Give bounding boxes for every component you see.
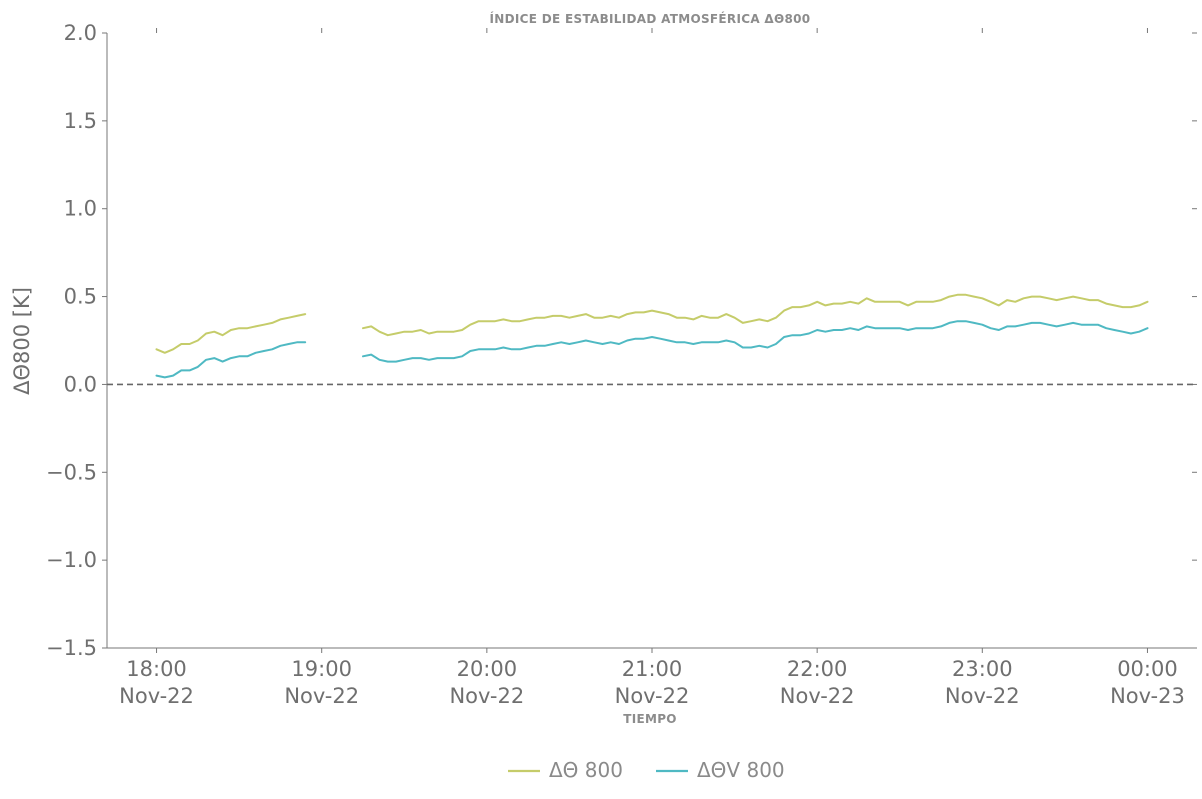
series-line-2-segment-2	[362, 320, 1149, 363]
y-axis-label: ΔΘ800 [K]	[10, 287, 34, 395]
y-tick-label: −1.0	[46, 548, 97, 572]
x-tick-date-label: Nov-22	[615, 684, 690, 708]
y-tick-label: 1.0	[64, 197, 97, 221]
y-tick-label: 2.0	[64, 21, 97, 45]
x-tick-date-label: Nov-23	[1110, 684, 1185, 708]
x-tick-time-label: 20:00	[457, 657, 518, 681]
y-ticks: 2.0 1.5 1.0 0.5 0.0 −0.5 −1.0 −1.5	[46, 21, 1197, 660]
x-tick-time-label: 00:00	[1117, 657, 1178, 681]
x-tick-date-label: Nov-22	[780, 684, 855, 708]
x-tick-time-label: 21:00	[622, 657, 683, 681]
series-line-1-segment-1	[155, 313, 307, 354]
legend-label-1: ΔΘ 800	[549, 758, 623, 782]
y-tick-label: −1.5	[46, 636, 97, 660]
axes	[106, 33, 1197, 649]
x-tick-date-label: Nov-22	[945, 684, 1020, 708]
x-tick-time-label: 19:00	[291, 657, 352, 681]
x-tick-date-label: Nov-22	[449, 684, 524, 708]
x-tick-time-label: 22:00	[787, 657, 848, 681]
y-tick-label: −0.5	[46, 460, 97, 484]
x-axis-label: TIEMPO	[623, 712, 677, 726]
series-line-1-segment-2	[362, 293, 1149, 337]
chart-title: ÍNDICE DE ESTABILIDAD ATMOSFÉRICA ΔΘ800	[490, 11, 811, 26]
x-tick-time-label: 18:00	[126, 657, 187, 681]
y-tick-label: 0.0	[64, 372, 97, 396]
y-tick-label: 1.5	[64, 109, 97, 133]
x-ticks: 18:00 Nov-22 19:00 Nov-22 20:00 Nov-22 21:00 No…	[119, 28, 1185, 708]
x-tick-date-label: Nov-22	[284, 684, 359, 708]
legend: ΔΘ 800 ΔΘV 800	[508, 758, 785, 782]
legend-label-2: ΔΘV 800	[697, 758, 785, 782]
x-tick-date-label: Nov-22	[119, 684, 194, 708]
series-line-2-segment-1	[155, 341, 307, 379]
x-tick-time-label: 23:00	[952, 657, 1013, 681]
y-tick-label: 0.5	[64, 285, 97, 309]
series-layer	[155, 293, 1149, 379]
